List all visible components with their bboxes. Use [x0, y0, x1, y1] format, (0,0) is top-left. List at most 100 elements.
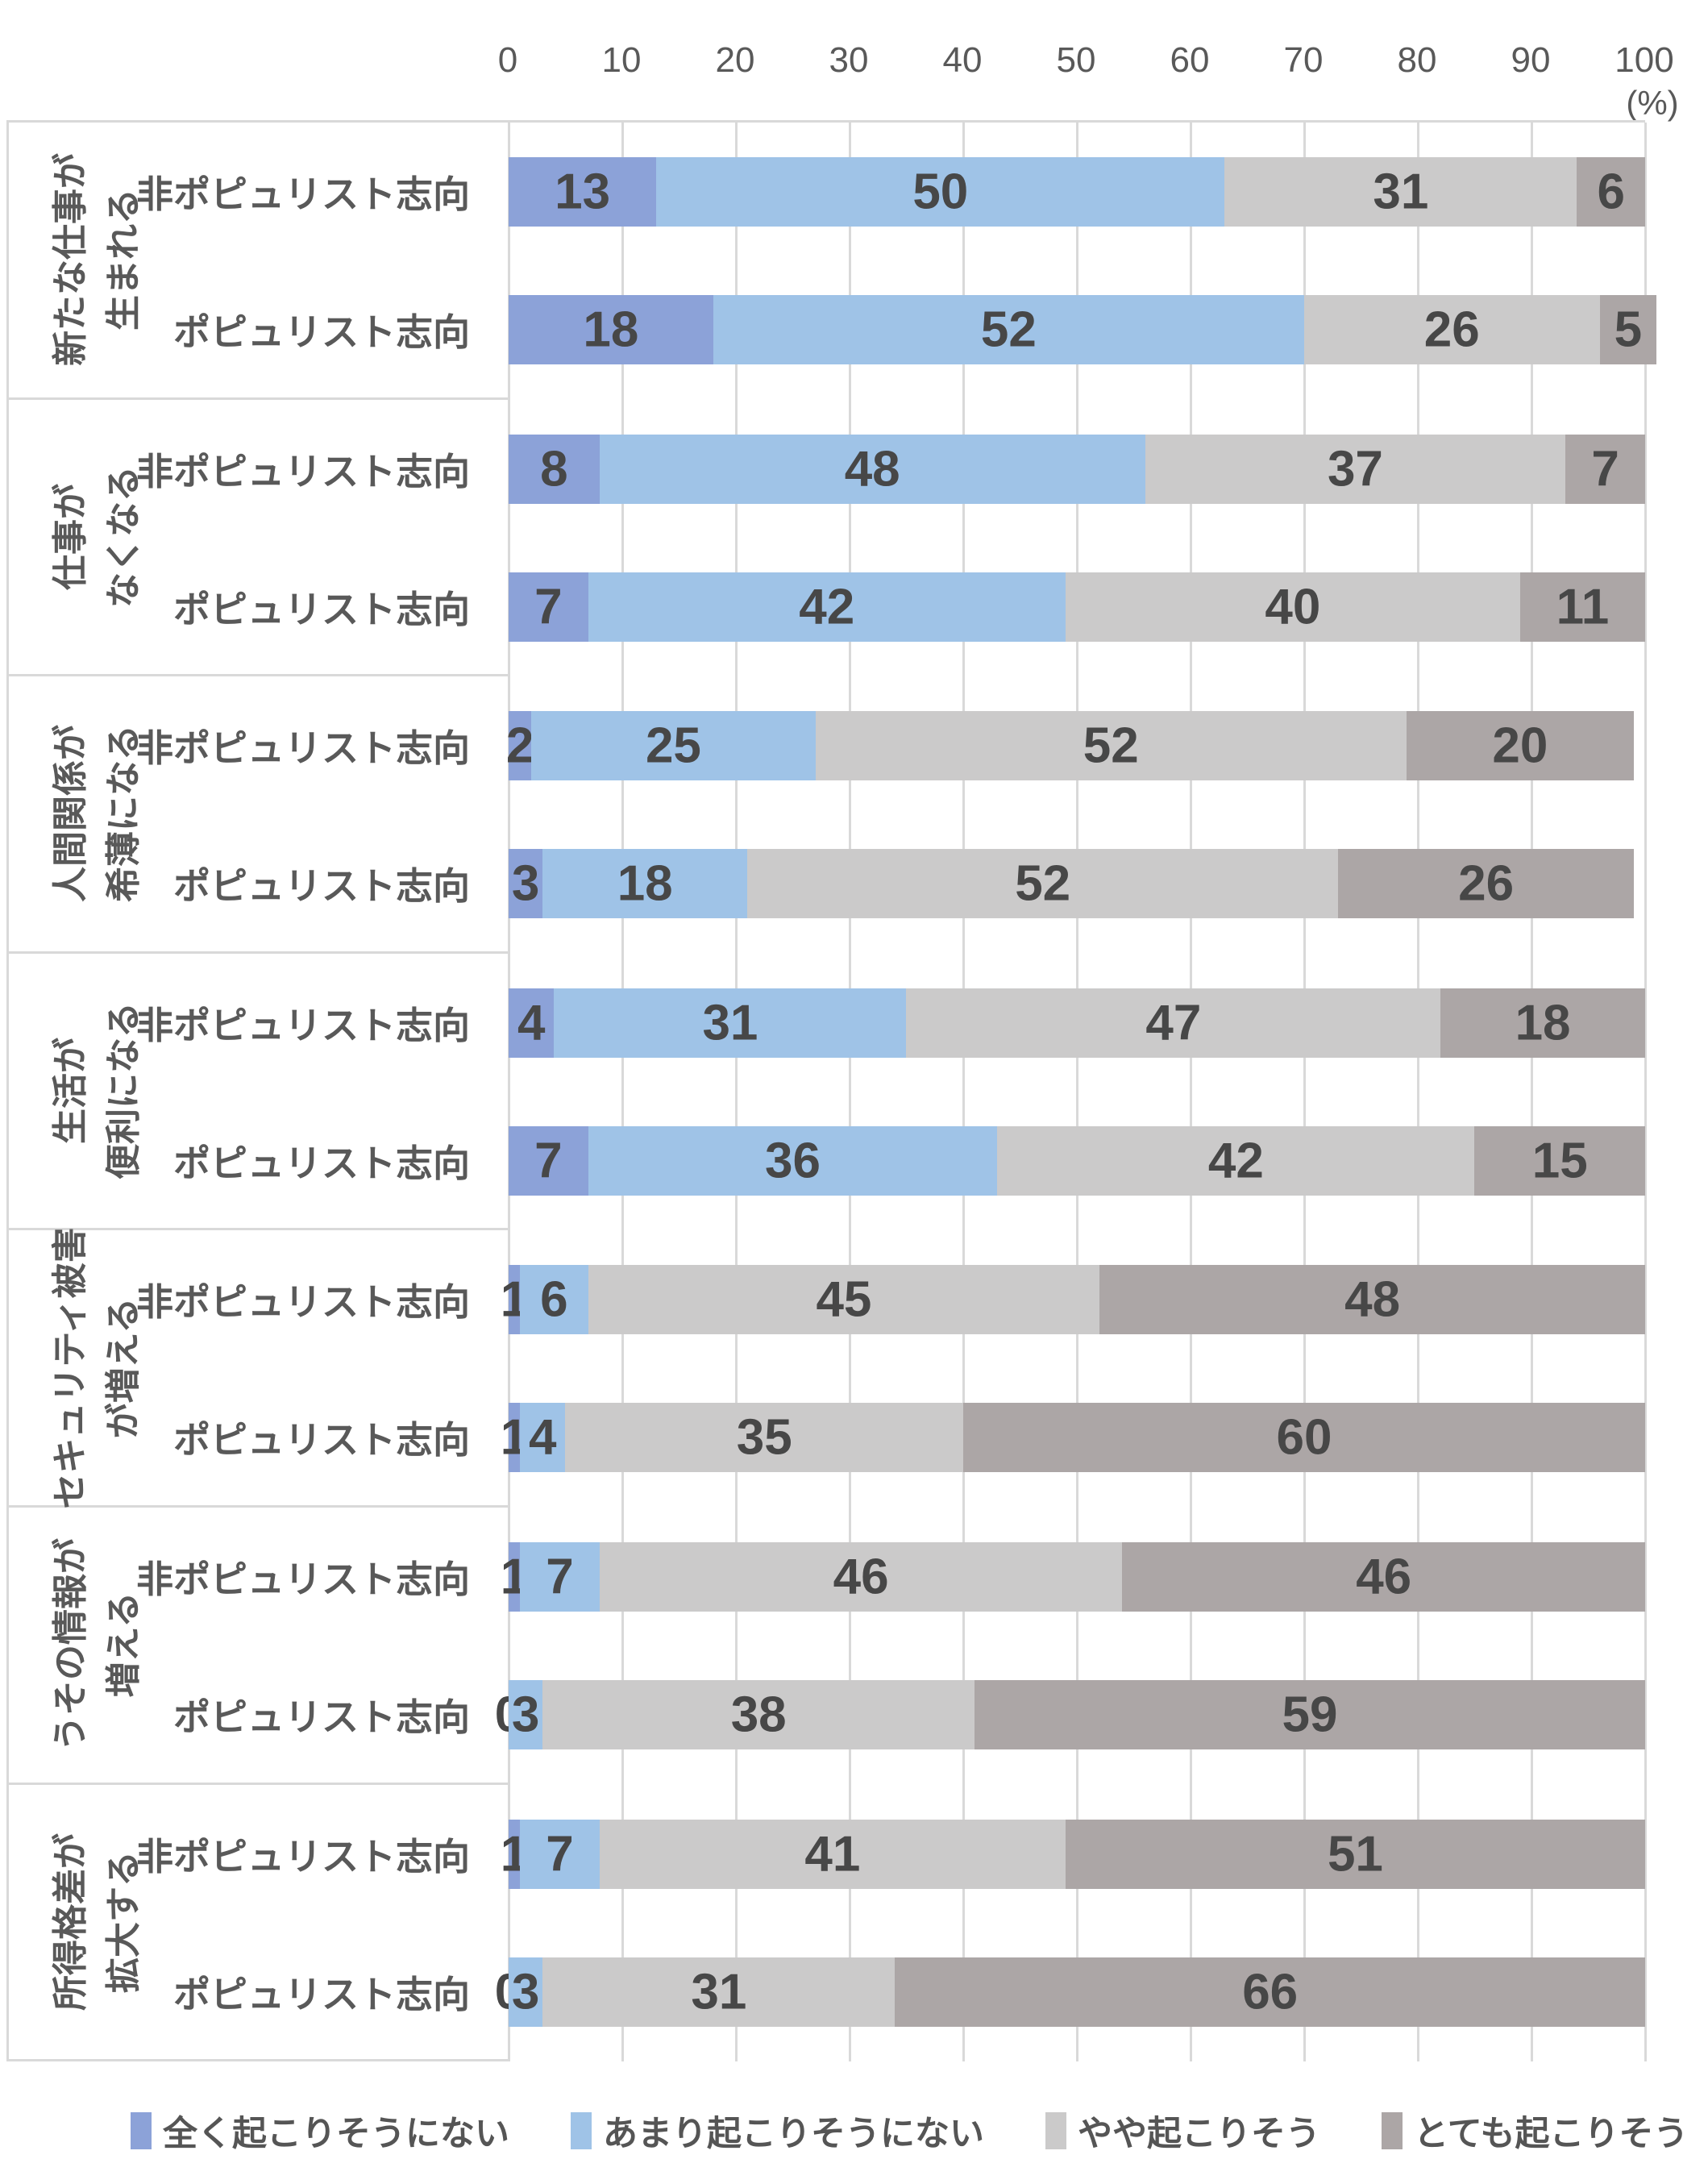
row-label: 非ポピュリスト志向 — [136, 173, 470, 215]
bar-value-label: 46 — [833, 1549, 889, 1605]
x-axis-tick: 10 — [601, 40, 642, 80]
bar-value-label: 42 — [799, 579, 855, 635]
bar-value-label: 7 — [546, 1826, 574, 1882]
bar-segment: 52 — [815, 711, 1407, 781]
bar-value-label: 48 — [1344, 1271, 1401, 1328]
bar-segment: 38 — [542, 1679, 975, 1749]
bar-value-label: 45 — [816, 1271, 872, 1328]
bar-segment: 20 — [1406, 711, 1634, 781]
stacked-bar: 033166 — [495, 1957, 1645, 2027]
bar-segment: 26 — [1303, 295, 1600, 364]
stacked-bar: 1 7 46 46 — [501, 1541, 1645, 1612]
bar-value-label: 3 — [511, 1964, 540, 2020]
bar-segment: 6 — [520, 1265, 588, 1335]
bar-value-label: 6 — [1597, 164, 1625, 220]
category-group: 生活が 便利になる 非ポピュリスト志向 4 31 47 18 ポピュリスト志向 7 36 4… — [9, 954, 1645, 1231]
bar-value-label: 52 — [1083, 718, 1139, 774]
x-axis-tick: 100 — [1614, 40, 1674, 80]
legend-swatch-icon — [1045, 2112, 1066, 2149]
bar-segment: 52 — [713, 295, 1304, 364]
legend-item: あまり起こりそうにない — [571, 2106, 984, 2156]
gridline — [1417, 123, 1419, 2061]
bar-row: ポピュリスト志向 7 42 40 11 — [9, 572, 1645, 642]
stacked-bar: 033859 — [495, 1679, 1645, 1749]
bar-segment: 2 — [505, 711, 534, 781]
row-label: ポピュリスト志向 — [173, 865, 470, 908]
bar-value-label: 41 — [804, 1826, 861, 1882]
category-cell: うその情報が 増える — [9, 1508, 509, 1785]
bar-segment: 7 — [520, 1819, 600, 1889]
bar-segment: 59 — [975, 1679, 1645, 1749]
bar-row: ポピュリスト志向 1 4 35 60 — [9, 1403, 1645, 1473]
gridlines — [508, 123, 1647, 2061]
bar-value-label: 2 — [505, 718, 534, 774]
bar-segment: 18 — [1440, 988, 1645, 1058]
legend-item: やや起こりそう — [1045, 2106, 1320, 2156]
row-label: 非ポピュリスト志向 — [136, 1281, 470, 1324]
bar-value-label: 66 — [1242, 1964, 1299, 2020]
bar-segment: 46 — [599, 1541, 1123, 1612]
bar-value-label: 38 — [730, 1687, 787, 1743]
bar-segment: 6 — [1577, 157, 1645, 227]
legend-label: とても起こりそう — [1414, 2115, 1689, 2153]
bar-segment: 13 — [509, 157, 657, 227]
bar-segment: 7 — [1565, 434, 1645, 504]
category-group: 仕事が なくなる 非ポピュリスト志向 8 48 37 7 ポピュリスト志向 7 42 40 1… — [9, 400, 1645, 677]
bar-value-label: 18 — [583, 302, 639, 358]
bar-value-label: 50 — [912, 164, 969, 220]
stacked-bar: 4 31 47 18 — [509, 988, 1645, 1058]
bar-value-label: 42 — [1207, 1133, 1264, 1189]
bar-segment: 52 — [747, 849, 1339, 919]
x-axis-tick: 60 — [1170, 40, 1210, 80]
bar-value-label: 40 — [1265, 579, 1321, 635]
gridline — [1303, 123, 1306, 2061]
bar-segment: 3 — [509, 849, 543, 919]
bar-segment: 31 — [554, 988, 907, 1058]
bar-segment: 35 — [565, 1403, 963, 1473]
row-label: ポピュリスト志向 — [173, 1419, 470, 1462]
category-cell: 生活が 便利になる — [9, 954, 509, 1231]
bar-value-label: 47 — [1145, 995, 1202, 1051]
bar-segment: 40 — [1065, 572, 1520, 642]
legend-label: 全く起こりそうにない — [163, 2115, 509, 2153]
bar-value-label: 6 — [540, 1271, 568, 1328]
bar-value-label: 7 — [1591, 441, 1619, 497]
bar-value-label: 7 — [546, 1549, 574, 1605]
stacked-bar: 2 25 52 20 — [505, 711, 1645, 781]
bar-value-label: 7 — [534, 579, 563, 635]
axis-unit-label: (%) — [1626, 84, 1679, 122]
category-group: 人間関係が 希薄になる 非ポピュリスト志向 2 25 52 20 ポピュリスト志向 3 1… — [9, 676, 1645, 954]
category-cell: 新たな仕事が 生まれる — [9, 123, 509, 400]
x-axis-tick: 90 — [1511, 40, 1551, 80]
bar-segment: 31 — [1224, 157, 1577, 227]
x-axis-tick: 40 — [942, 40, 983, 80]
gridline — [1076, 123, 1078, 2061]
row-label: 非ポピュリスト志向 — [136, 1835, 470, 1878]
bar-segment: 41 — [599, 1819, 1066, 1889]
bar-segment: 3 — [509, 1957, 543, 2027]
bar-segment: 48 — [599, 434, 1145, 504]
bar-value-label: 31 — [691, 1964, 747, 2020]
row-label: ポピュリスト志向 — [173, 1973, 470, 2016]
bar-segment: 51 — [1065, 1819, 1645, 1889]
category-group: セキュリティ被害 が増える 非ポピュリスト志向 1 6 45 48 ポピュリスト志向 1… — [9, 1227, 1645, 1508]
bar-segment: 26 — [1338, 849, 1634, 919]
bar-value-label: 4 — [517, 995, 546, 1051]
bar-segment: 1 — [501, 1541, 528, 1612]
bar-value-label: 25 — [645, 718, 701, 774]
bar-value-label: 18 — [1515, 995, 1571, 1051]
x-axis-tick: 80 — [1397, 40, 1437, 80]
bar-value-label: 48 — [844, 441, 900, 497]
bar-value-label: 13 — [555, 164, 611, 220]
bar-value-label: 37 — [1327, 441, 1383, 497]
x-axis-tick: 20 — [715, 40, 755, 80]
bar-value-label: 60 — [1276, 1409, 1332, 1466]
bar-segment: 5 — [1599, 295, 1657, 364]
bar-value-label: 31 — [702, 995, 758, 1051]
x-axis-tick: 70 — [1283, 40, 1324, 80]
row-label: 非ポピュリスト志向 — [136, 1558, 470, 1600]
row-label: ポピュリスト志向 — [173, 1142, 470, 1184]
gridline — [1531, 123, 1533, 2061]
category-cell: 人間関係が 希薄になる — [9, 676, 509, 954]
